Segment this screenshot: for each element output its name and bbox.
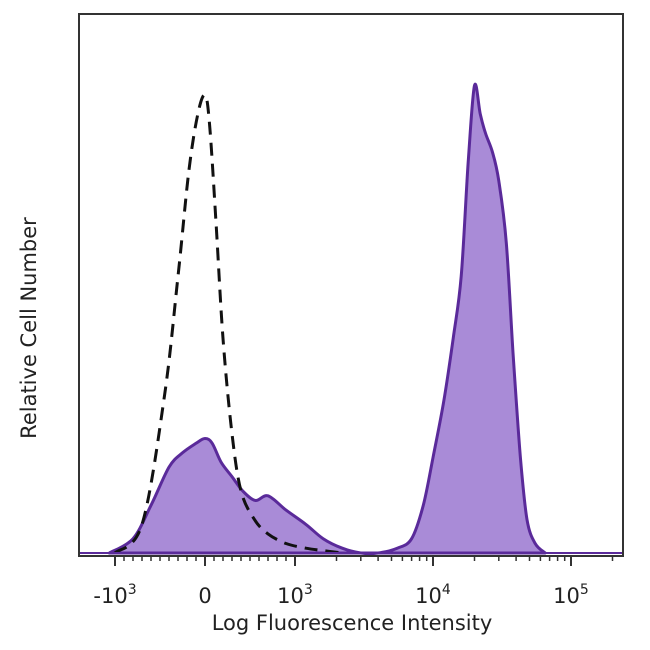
x-tick-label: 0 <box>198 584 211 608</box>
y-axis-title: Relative Cell Number <box>17 217 41 439</box>
x-tick-label: -103 <box>93 582 136 608</box>
plot-frame <box>78 13 624 557</box>
x-axis-tick-labels: -103 0 103 104 105 <box>93 582 588 608</box>
x-axis-title: Log Fluorescence Intensity <box>212 611 493 635</box>
x-tick-label: 105 <box>553 582 589 608</box>
filled-histogram-series <box>107 82 547 556</box>
dashed-control-histogram-series <box>113 93 343 555</box>
x-axis-ticks <box>114 556 614 566</box>
x-tick-label: 103 <box>277 582 313 608</box>
series-layer <box>79 82 623 556</box>
x-tick-label: 104 <box>415 582 451 608</box>
